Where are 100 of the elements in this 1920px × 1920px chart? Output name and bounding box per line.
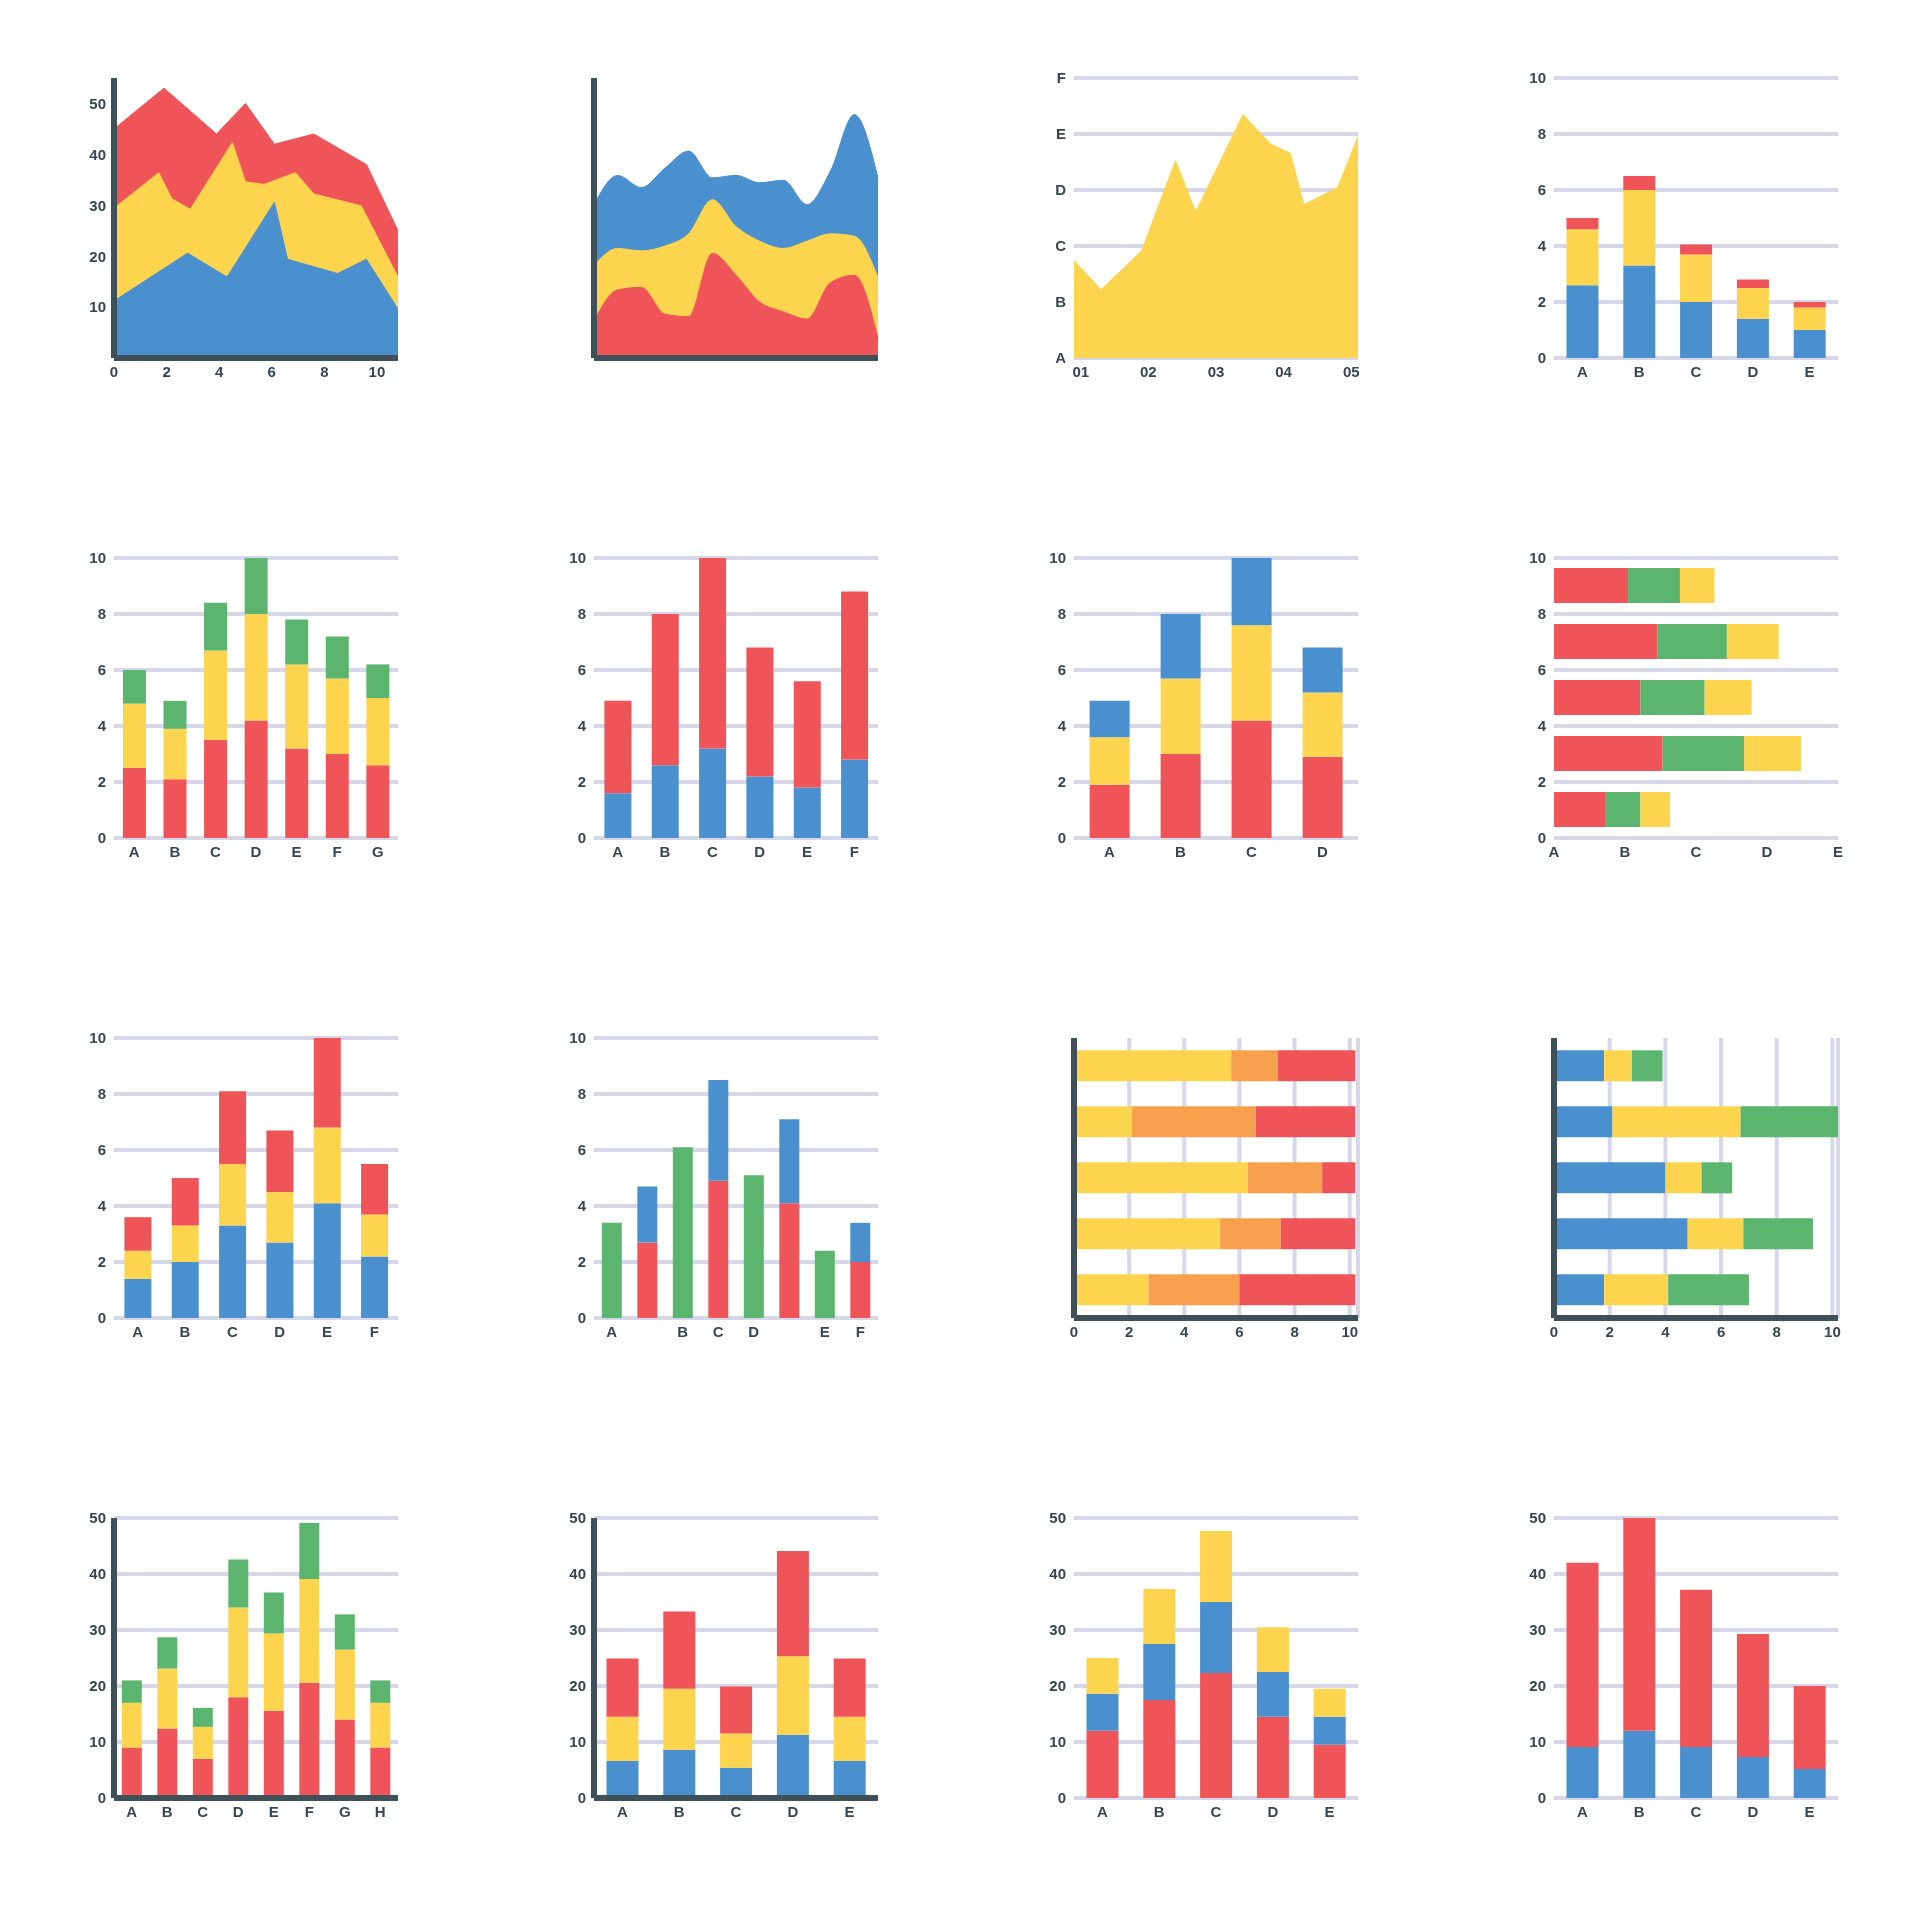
y-tick-label: 30 (89, 196, 106, 214)
y-tick-label: 10 (1529, 549, 1546, 567)
bar (1239, 1274, 1356, 1306)
y-tick-label: 20 (89, 247, 106, 265)
x-tick-label: E (291, 842, 302, 860)
bar (1554, 680, 1641, 715)
x-tick-label: C (1246, 842, 1258, 860)
x-tick-label: A (132, 1322, 144, 1340)
bar (163, 700, 187, 729)
y-tick-label: 6 (577, 1141, 586, 1159)
x-tick-label: B (659, 842, 671, 860)
bar (334, 1614, 355, 1650)
bar (1736, 288, 1769, 319)
bar (1744, 736, 1801, 771)
x-tick-label: E (268, 1802, 279, 1820)
bar (1680, 1589, 1713, 1748)
bar (1679, 568, 1715, 603)
bar (370, 1702, 391, 1748)
x-tick-label: C (210, 842, 222, 860)
bar (833, 1658, 866, 1717)
y-tick-label: 8 (577, 1085, 586, 1103)
x-tick-label: D (274, 1322, 286, 1340)
bar (651, 765, 679, 838)
x-tick-label: D (1317, 842, 1329, 860)
bar (219, 1091, 247, 1164)
x-tick-label: E (1804, 362, 1815, 380)
x-tick-label: 8 (1772, 1322, 1781, 1340)
bar (1736, 1757, 1769, 1798)
x-tick-label: D (787, 1802, 799, 1820)
bar (228, 1697, 249, 1798)
bar (1566, 285, 1599, 358)
bar (604, 793, 632, 838)
y-tick-label: 6 (577, 661, 586, 679)
text: C (1055, 237, 1067, 255)
bar (720, 1733, 753, 1768)
x-tick-label: C (1210, 1802, 1222, 1820)
y-tick-label: 20 (569, 1677, 586, 1695)
y-tick-label: 4 (577, 1197, 587, 1215)
x-tick-label: E (819, 1322, 830, 1340)
y-tick-label: 10 (569, 1029, 586, 1047)
bar (793, 681, 821, 788)
bar (1278, 1050, 1356, 1082)
x-tick-label: 2 (1605, 1322, 1614, 1340)
x-tick-label: 4 (1180, 1322, 1190, 1340)
bar (263, 1710, 284, 1798)
x-tick-label: 8 (1290, 1322, 1299, 1340)
x-tick-label: 8 (320, 362, 329, 380)
text: A (1055, 349, 1067, 367)
bar (850, 1262, 871, 1318)
x-tick-label: C (226, 1322, 238, 1340)
bar (1160, 754, 1201, 838)
bar (1200, 1530, 1233, 1602)
y-tick-label: 10 (569, 1733, 586, 1751)
y-tick-label: 2 (1057, 773, 1066, 791)
y-tick-label: 40 (569, 1565, 586, 1583)
bar (122, 670, 146, 704)
y-tick-label: 10 (89, 549, 106, 567)
bar (606, 1658, 639, 1717)
bar (228, 1559, 249, 1608)
y-tick-label: 30 (1529, 1621, 1546, 1639)
bar (606, 1716, 639, 1762)
bar (163, 779, 187, 838)
bar (1668, 1274, 1749, 1306)
bar (1680, 254, 1713, 302)
y-tick-label: 2 (577, 773, 586, 791)
bar (606, 1761, 639, 1798)
bar (1604, 1274, 1669, 1306)
x-tick-label: B (1633, 1802, 1645, 1820)
bar (1074, 1274, 1149, 1306)
x-tick-label: C (197, 1802, 209, 1820)
y-tick-label: 0 (577, 1789, 586, 1807)
y-tick-label: 2 (97, 1253, 106, 1271)
bar (1554, 1218, 1688, 1250)
x-tick-label: 0 (1069, 1322, 1079, 1340)
y-tick-label: 50 (569, 1509, 586, 1527)
bar (833, 1716, 866, 1762)
bar (1657, 624, 1727, 659)
bar (122, 768, 146, 838)
x-tick-label: A (1576, 1802, 1588, 1820)
bar (163, 728, 187, 780)
bar (672, 1147, 693, 1318)
bar (1701, 1162, 1733, 1194)
bar (1554, 1162, 1666, 1194)
bar (124, 1250, 152, 1279)
bar (1623, 265, 1656, 358)
x-tick-label: 05 (1342, 362, 1360, 380)
bar (325, 754, 349, 838)
x-tick-label: 04 (1275, 362, 1293, 380)
bar (1200, 1673, 1233, 1798)
bar (1554, 1274, 1605, 1306)
bar (1640, 792, 1671, 827)
bar (1554, 624, 1658, 659)
x-tick-label: C (1690, 362, 1702, 380)
bar (228, 1607, 249, 1698)
bar (1736, 1633, 1769, 1758)
bar (1255, 1106, 1356, 1138)
x-tick-label: B (161, 1802, 173, 1820)
bar (1313, 1688, 1346, 1717)
bar (1566, 229, 1599, 286)
bar (1089, 700, 1130, 738)
